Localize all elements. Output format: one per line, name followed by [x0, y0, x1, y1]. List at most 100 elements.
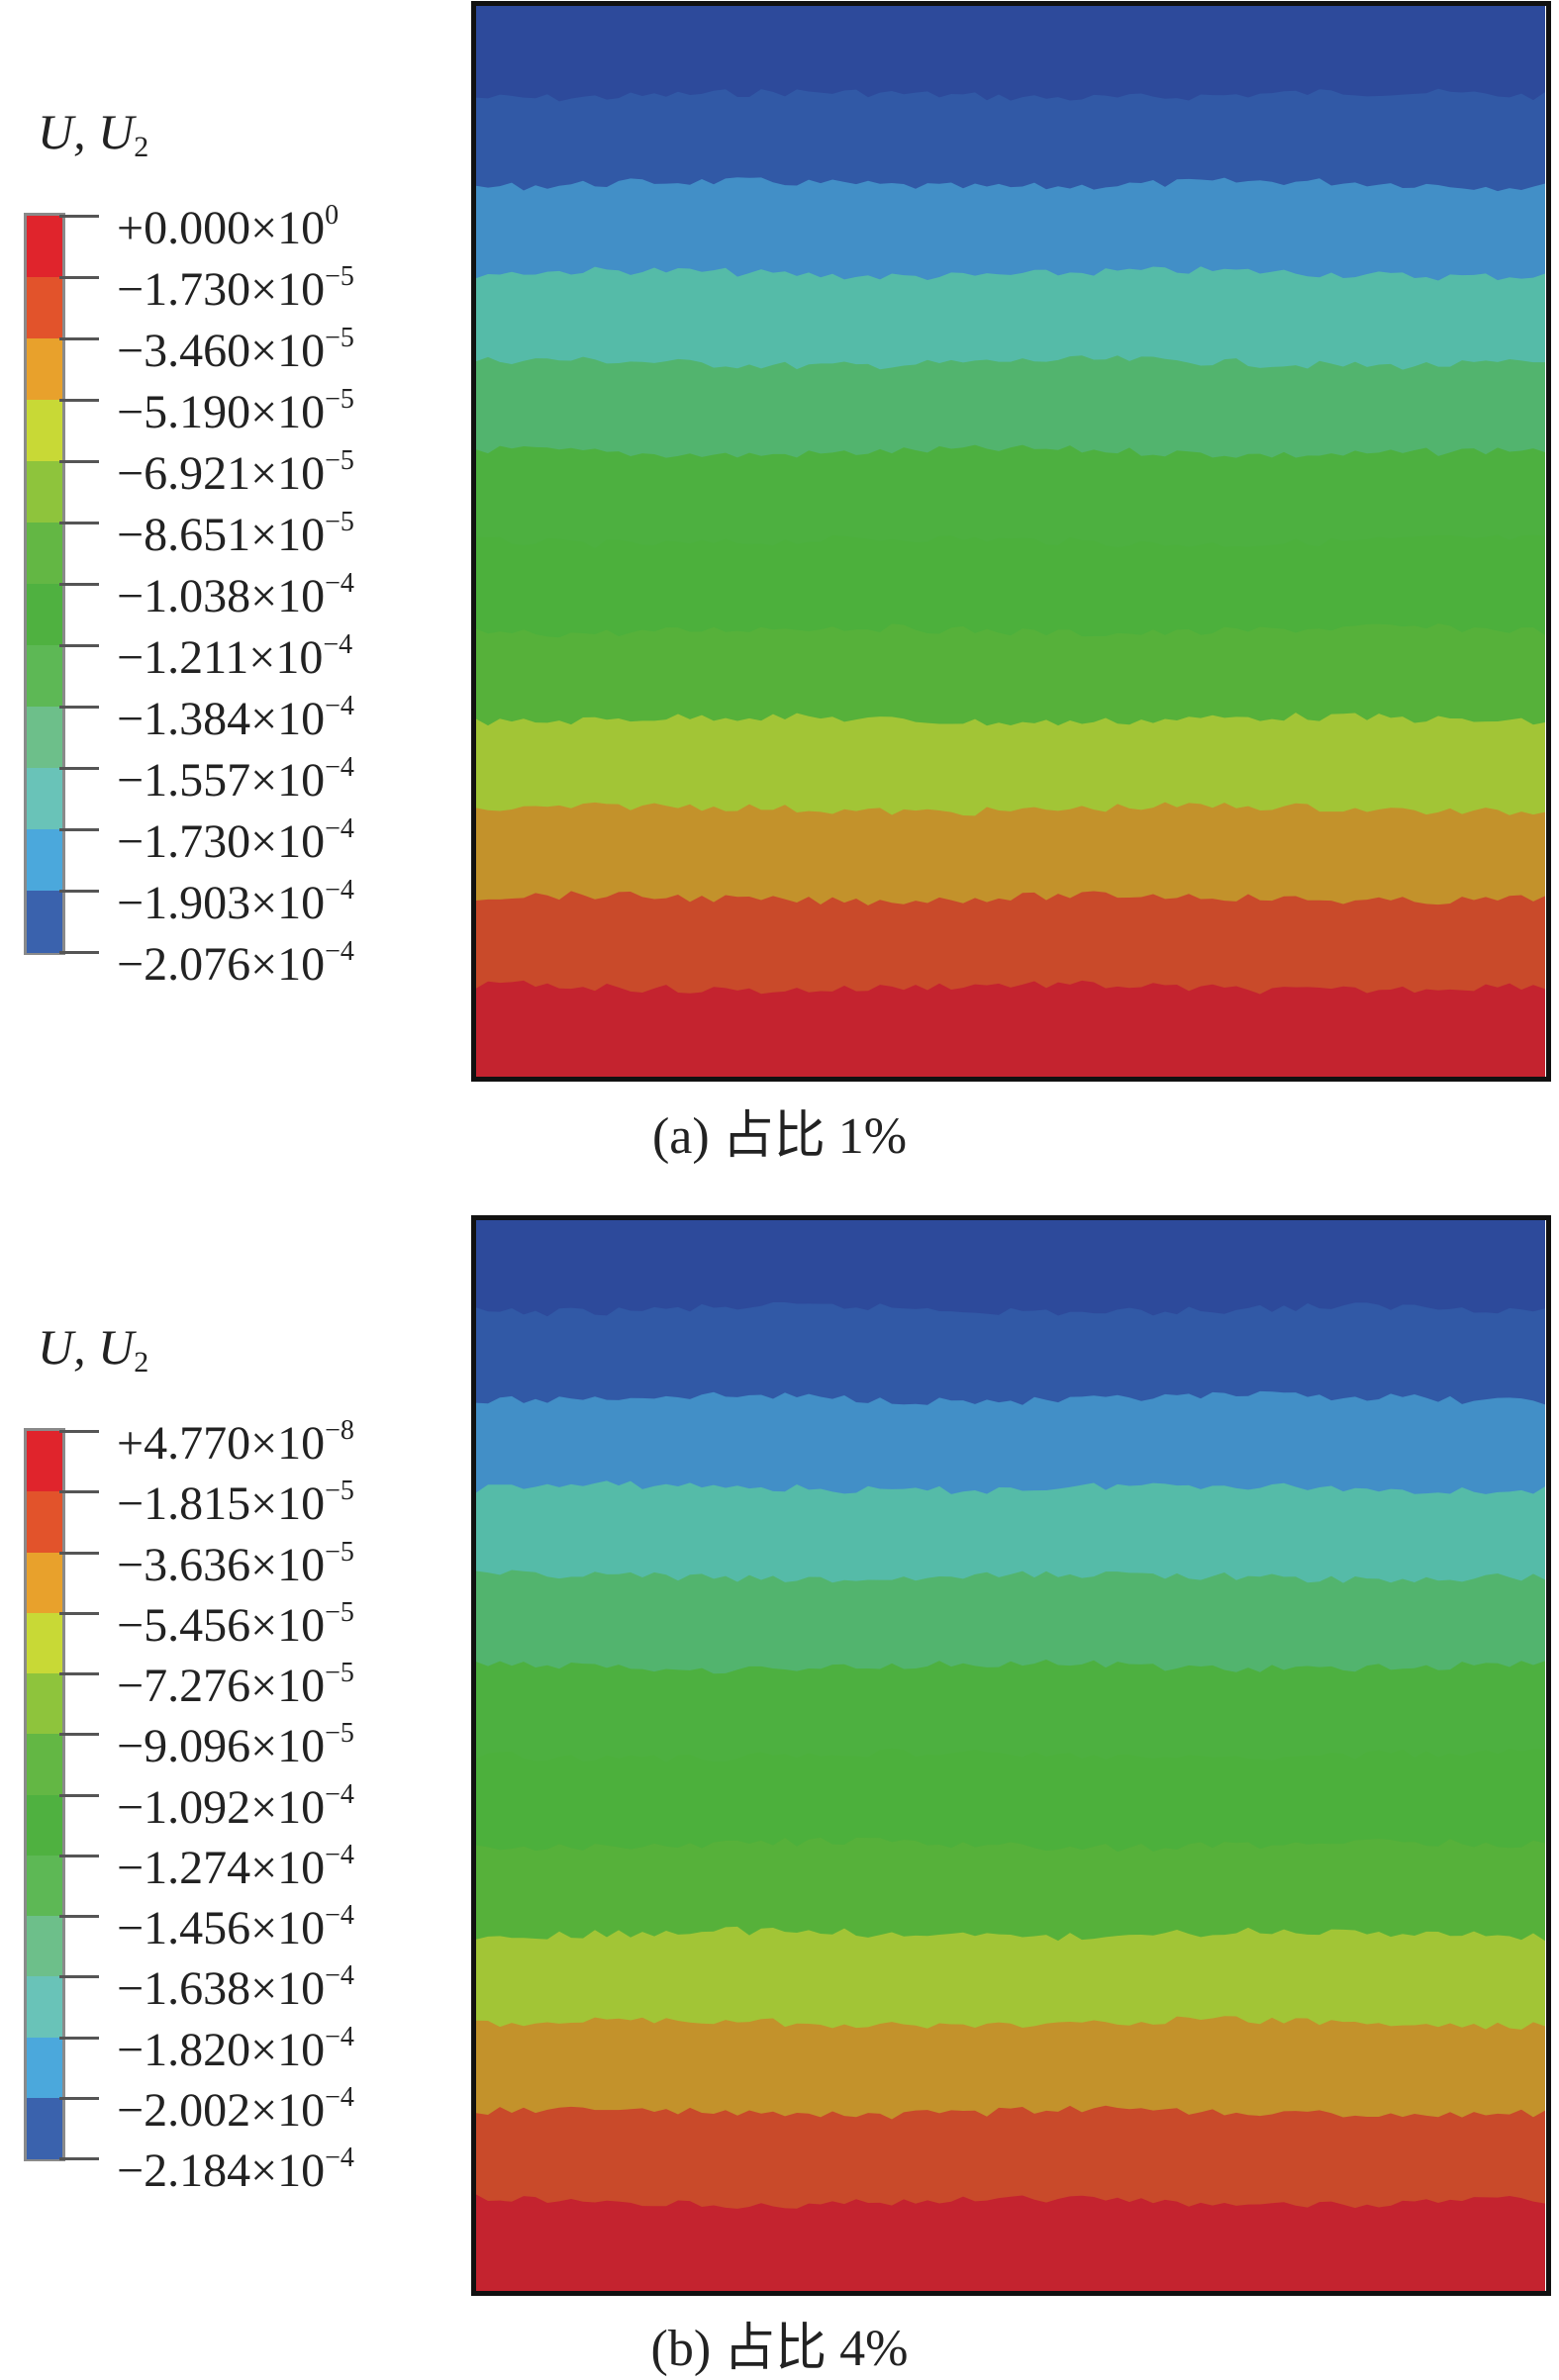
colorbar-tick [59, 1490, 99, 1494]
colorbar-tick [59, 276, 99, 279]
colorbar-segment [27, 1491, 62, 1554]
figure-caption: (b) 占比 4% [650, 2321, 909, 2377]
figure-caption: (a) 占比 1% [651, 1108, 908, 1165]
tick-mantissa: −1.384×10 [117, 693, 326, 745]
colorbar-tick [59, 460, 99, 463]
colorbar-segment [27, 1794, 62, 1856]
colorbar-tick [59, 2036, 99, 2040]
tick-mantissa: −7.276×10 [117, 1660, 326, 1712]
tick-mantissa: −9.096×10 [117, 1720, 326, 1773]
tick-exponent: −5 [325, 1476, 354, 1507]
colorbar-tick [59, 215, 99, 218]
colorbar-tick-label: −1.730×10−5 [117, 253, 354, 314]
contour-band [476, 1390, 1545, 1495]
colorbar-tick [59, 522, 99, 524]
tick-exponent: −5 [325, 1596, 354, 1628]
colorbar-tick-label: −1.456×10−4 [117, 1892, 354, 1952]
colorbar-segment [27, 400, 62, 462]
colorbar-segment [27, 1976, 62, 2039]
colorbar-segment [27, 645, 62, 708]
contour-band [476, 1748, 1545, 1854]
colorbar-tick [59, 644, 99, 647]
colorbar-segment [27, 1916, 62, 1978]
colorbar-segment [27, 829, 62, 892]
tick-mantissa: −2.076×10 [117, 938, 326, 991]
colorbar-tick-label: −2.002×10−4 [117, 2074, 354, 2135]
contour-band [476, 2194, 1545, 2291]
contour-band [476, 2105, 1545, 2210]
contour-plot [471, 1, 1551, 1082]
tick-exponent: −4 [325, 691, 354, 721]
contour-band [476, 355, 1545, 459]
colorbar-tick [59, 1793, 99, 1797]
colorbar-tick-label: −9.096×10−5 [117, 1710, 354, 1770]
colorbar-tick [59, 1551, 99, 1555]
colorbar-tick-label: −1.820×10−4 [117, 2014, 354, 2074]
tick-mantissa: +0.000×10 [117, 202, 326, 254]
tick-mantissa: −1.730×10 [117, 263, 326, 316]
contour-bands [476, 1220, 1545, 2291]
contour-bands [476, 6, 1545, 1077]
tick-mantissa: −2.002×10 [117, 2083, 326, 2137]
colorbar-tick [59, 583, 99, 586]
colorbar-tick [59, 2096, 99, 2100]
tick-exponent: −5 [325, 261, 354, 292]
colorbar-tick-label: −1.274×10−4 [117, 1832, 354, 1892]
contour-band [476, 2016, 1545, 2121]
tick-exponent: −4 [325, 936, 354, 967]
colorbar-tick [59, 951, 99, 954]
tick-exponent: −4 [325, 568, 354, 599]
tick-exponent: −4 [325, 2142, 354, 2173]
colorbar-segment [27, 1673, 62, 1736]
tick-mantissa: +4.770×10 [117, 1417, 326, 1470]
contour-band [476, 891, 1545, 996]
colorbar-tick-label: −1.384×10−4 [117, 683, 354, 743]
tick-exponent: −5 [325, 1536, 354, 1568]
tick-exponent: −4 [325, 752, 354, 783]
colorbar-tick-label: −1.638×10−4 [117, 1952, 354, 2013]
contour-band [476, 6, 1545, 103]
tick-exponent: 0 [325, 200, 340, 231]
tick-exponent: −5 [325, 507, 354, 537]
colorbar-tick [59, 1430, 99, 1433]
contour-band [476, 1570, 1545, 1675]
contour-band [476, 980, 1545, 1077]
tick-mantissa: −8.651×10 [117, 509, 326, 561]
contour-band [476, 1301, 1545, 1406]
tick-mantissa: −1.730×10 [117, 815, 326, 868]
tick-exponent: −4 [325, 2021, 354, 2052]
contour-band [476, 266, 1545, 371]
legend-title: U, U2 [38, 1319, 149, 1379]
colorbar-segment [27, 1612, 62, 1674]
tick-mantissa: −1.638×10 [117, 1962, 326, 2016]
colorbar-tick-label: −1.092×10−4 [117, 1771, 354, 1832]
tick-exponent: −5 [325, 1658, 354, 1688]
colorbar-tick-label: −8.651×10−5 [117, 499, 354, 559]
colorbar-segment [27, 338, 62, 401]
colorbar-tick [59, 706, 99, 709]
tick-exponent: −5 [325, 323, 354, 353]
colorbar-segment [27, 523, 62, 585]
colorbar-segment [27, 2037, 62, 2099]
tick-exponent: −4 [323, 629, 353, 660]
colorbar-tick-label: −2.076×10−4 [117, 928, 354, 989]
contour-band [476, 802, 1545, 906]
colorbar-segment [27, 584, 62, 646]
colorbar-tick [59, 399, 99, 402]
contour-band [476, 1926, 1545, 2031]
colorbar-segment [27, 1431, 62, 1493]
tick-mantissa: −6.921×10 [117, 447, 326, 500]
colorbar-tick-label: −1.211×10−4 [117, 621, 352, 682]
tick-exponent: −5 [325, 1718, 354, 1750]
colorbar-tick-label: +4.770×10−8 [117, 1407, 354, 1468]
colorbar-tick [59, 767, 99, 770]
tick-exponent: −4 [325, 813, 354, 844]
colorbar-tick-label: −6.921×10−5 [117, 437, 354, 498]
contour-band [476, 1220, 1545, 1318]
colorbar-tick [59, 1975, 99, 1979]
tick-mantissa: −1.092×10 [117, 1780, 326, 1834]
colorbar-tick [59, 1854, 99, 1857]
legend-title-u: U [38, 104, 74, 159]
contour-band [476, 623, 1545, 727]
legend-title-u: U [38, 1319, 74, 1375]
